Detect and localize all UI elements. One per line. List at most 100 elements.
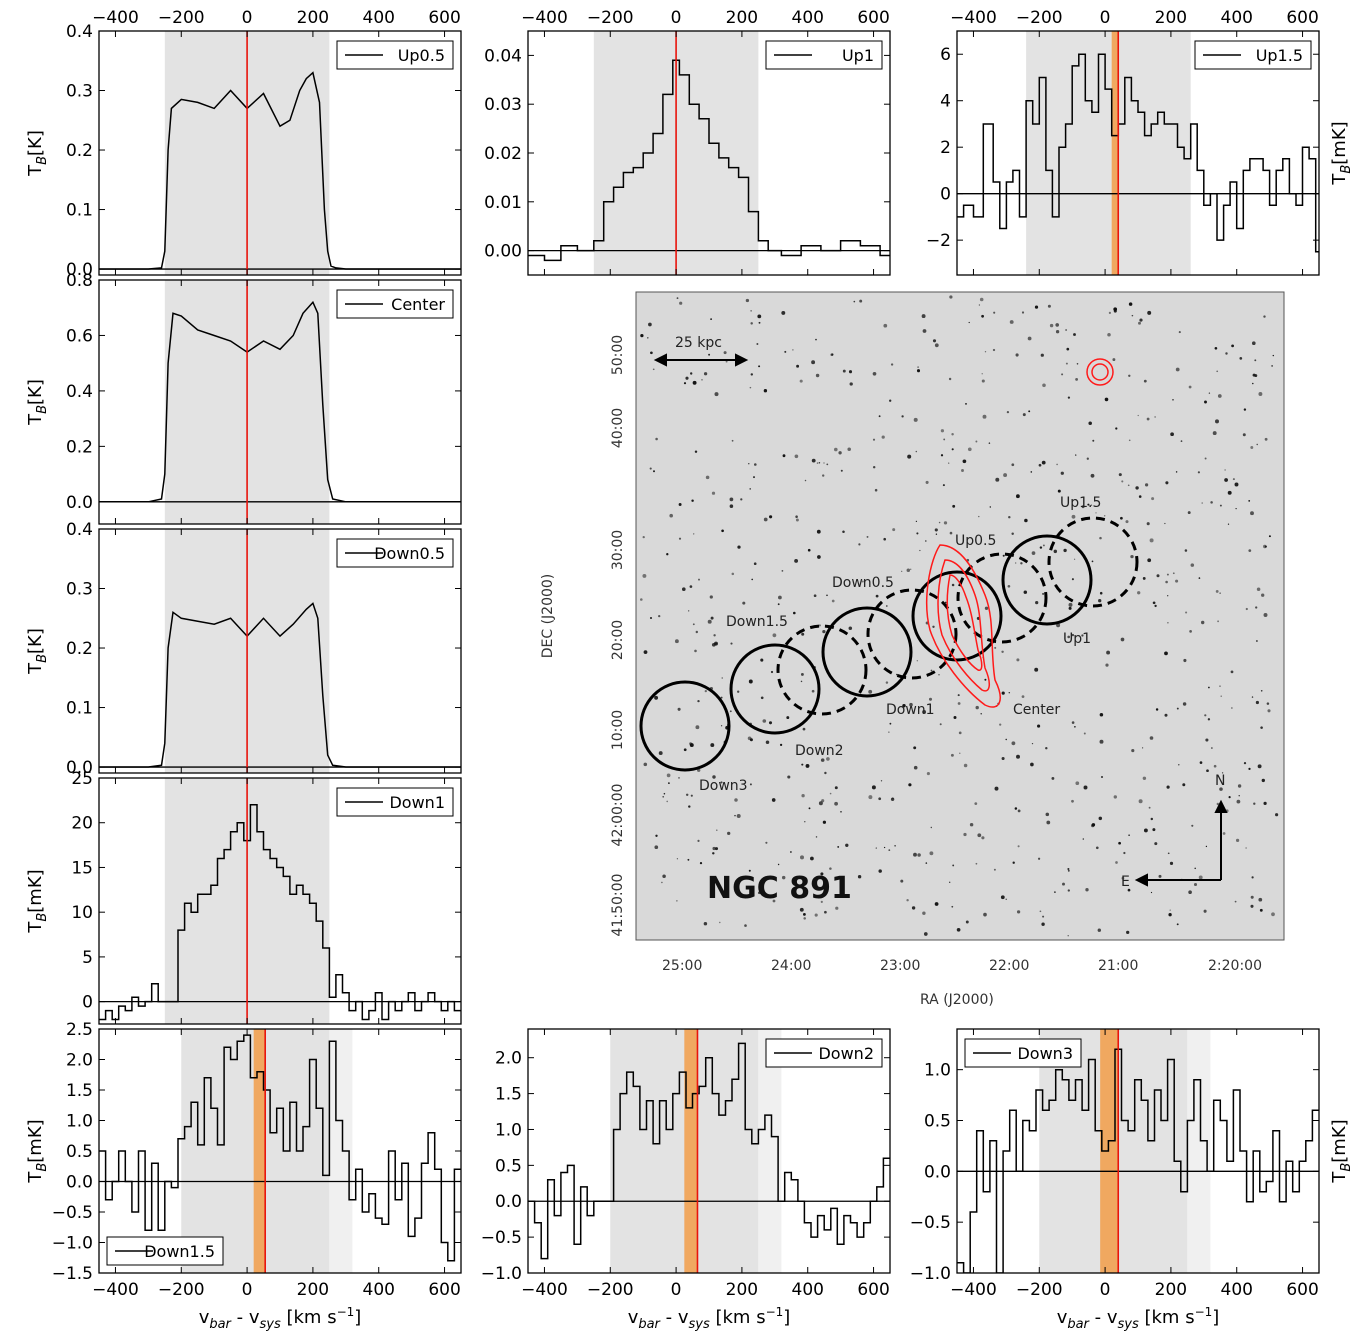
star <box>868 689 873 694</box>
star <box>1051 776 1055 780</box>
star <box>654 695 659 700</box>
star <box>919 549 921 552</box>
map-xlabel: RA (J2000) <box>920 992 994 1008</box>
star <box>779 743 783 747</box>
star <box>1255 700 1259 705</box>
star <box>1118 473 1122 477</box>
star <box>909 702 913 707</box>
star <box>753 476 755 479</box>
star <box>1138 321 1141 325</box>
star <box>993 311 996 314</box>
star <box>917 853 921 857</box>
star <box>768 721 773 725</box>
star <box>953 716 957 719</box>
star <box>1081 634 1084 637</box>
star <box>1204 457 1207 460</box>
star <box>661 881 663 884</box>
star <box>687 858 690 861</box>
star <box>1258 392 1263 396</box>
star <box>1011 741 1016 746</box>
legend-label: Up0.5 <box>398 46 445 65</box>
star <box>1073 333 1076 336</box>
star <box>1208 392 1211 394</box>
x-tick-label: 600 <box>428 8 460 28</box>
star <box>853 300 856 303</box>
star <box>1255 606 1258 609</box>
star <box>666 773 671 778</box>
star <box>723 351 727 355</box>
star <box>1216 802 1220 806</box>
star <box>913 746 917 750</box>
star <box>980 713 982 715</box>
star <box>1154 842 1158 846</box>
y-tick-label: −1.0 <box>481 1264 522 1284</box>
star <box>916 532 919 535</box>
star <box>1035 600 1039 605</box>
star <box>1219 504 1222 507</box>
star <box>777 863 780 866</box>
star <box>928 697 933 701</box>
star <box>688 805 691 808</box>
y-tick-label: 0.4 <box>66 22 93 42</box>
star <box>913 417 918 422</box>
star <box>1011 463 1015 467</box>
star <box>690 794 693 797</box>
star <box>1082 838 1085 840</box>
x-tick-label: −400 <box>92 8 139 28</box>
star <box>1088 421 1092 426</box>
x-axis-label: vbar - vsys [km s−1] <box>1057 1305 1220 1332</box>
star <box>1259 908 1263 912</box>
star <box>911 906 916 910</box>
y-tick-label: 2.0 <box>66 1051 93 1071</box>
star <box>1189 630 1192 633</box>
star <box>957 694 960 697</box>
panel-down1: 0 5 10 15 20 25 TB[mK] Down1 <box>25 769 462 1025</box>
star <box>1037 857 1041 860</box>
beam-label-up05: Up0.5 <box>955 533 996 549</box>
star <box>1120 516 1123 520</box>
star <box>720 781 723 784</box>
x-tick-label: 0 <box>1100 1280 1111 1300</box>
star <box>734 798 738 802</box>
scale-bar <box>653 353 749 367</box>
star <box>714 392 719 397</box>
star <box>652 368 655 371</box>
spectrum-panels: −400 −200 0 200 400 6000.00.10.20.30.4TB[K]Up… <box>25 8 1354 1332</box>
star <box>1228 796 1231 799</box>
star <box>1067 935 1069 937</box>
star <box>1034 305 1039 309</box>
star <box>930 669 933 672</box>
star <box>1214 346 1218 350</box>
star <box>1260 726 1263 729</box>
star <box>1067 869 1070 872</box>
star <box>1164 713 1168 717</box>
star <box>1075 454 1077 456</box>
star <box>1185 611 1188 614</box>
y-tick-label: 0.6 <box>66 326 93 346</box>
y-label-main: T <box>1329 1171 1350 1184</box>
star <box>815 836 818 838</box>
star <box>1252 382 1254 385</box>
map-background <box>636 292 1284 940</box>
star <box>1118 841 1121 845</box>
star <box>943 438 946 441</box>
star <box>782 454 786 458</box>
star <box>977 833 982 838</box>
y-label-main: T <box>25 921 46 934</box>
star <box>821 799 825 803</box>
y-tick-label: 10 <box>71 903 93 923</box>
star <box>1128 302 1133 306</box>
star <box>720 696 723 699</box>
x-tick-label: 600 <box>857 8 889 28</box>
star <box>874 488 878 492</box>
star <box>906 899 909 902</box>
panel-down2: −400 −200 0 200 400 600 −1.0 −0.5 0.0 0.5 1.0 1.5 2.… <box>481 1028 891 1332</box>
x-label-mid: - v <box>231 1307 260 1328</box>
star <box>1142 576 1146 580</box>
map-dec-tick-2: 30:00 <box>610 530 626 570</box>
star <box>699 862 703 865</box>
star <box>820 900 823 903</box>
star <box>925 480 929 484</box>
star <box>1158 874 1162 878</box>
y-label-main: T <box>25 413 46 426</box>
